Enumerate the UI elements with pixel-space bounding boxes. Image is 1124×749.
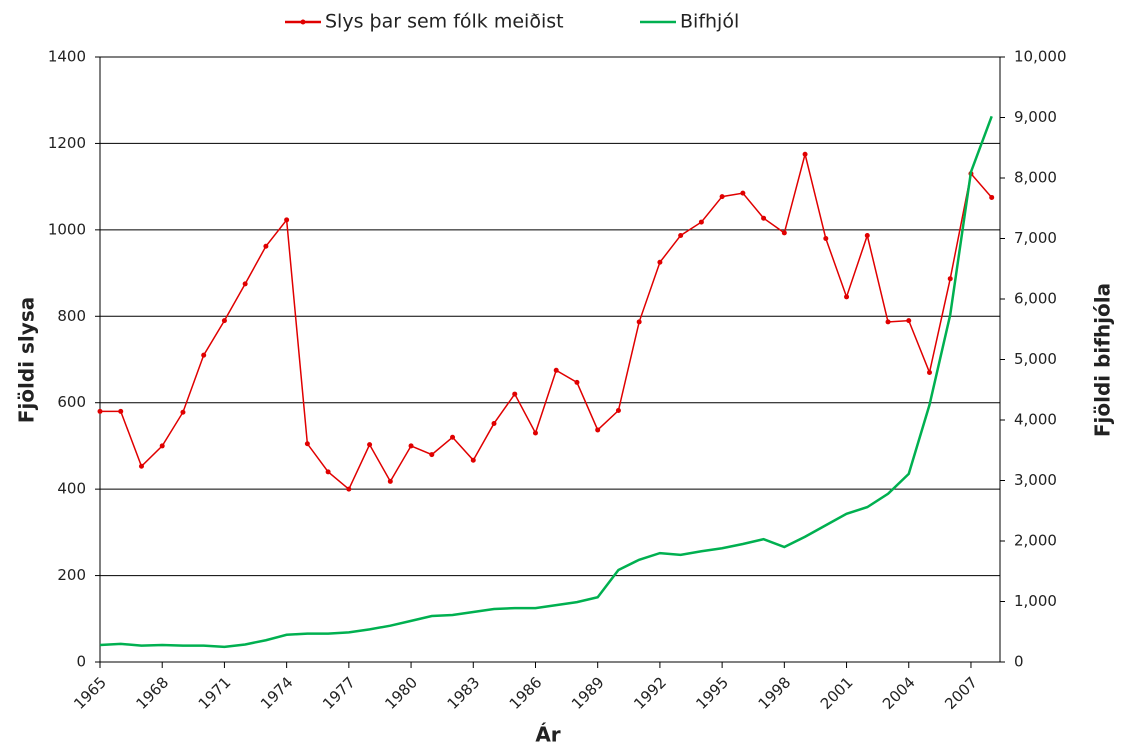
point bbox=[844, 294, 850, 300]
y2-tick-label: 8,000 bbox=[1014, 169, 1057, 187]
y2-tick-label: 0 bbox=[1014, 653, 1024, 671]
point bbox=[429, 452, 435, 458]
y-tick-label: 600 bbox=[57, 393, 86, 411]
legend-label: Slys þar sem fólk meiðist bbox=[325, 11, 564, 33]
x-tick-label: 1995 bbox=[692, 673, 732, 713]
x-tick-label: 1983 bbox=[444, 673, 484, 713]
point bbox=[387, 478, 393, 484]
x-tick-label: 1986 bbox=[506, 673, 546, 713]
point bbox=[864, 232, 870, 238]
point bbox=[947, 276, 953, 282]
point bbox=[719, 194, 725, 200]
point bbox=[408, 443, 414, 449]
point bbox=[823, 236, 829, 241]
point bbox=[781, 230, 787, 236]
point bbox=[885, 319, 891, 325]
y2-axis-title: Fjöldi bifhjóla bbox=[1091, 283, 1115, 437]
x-tick-label: 1965 bbox=[70, 673, 110, 713]
x-tick-label: 1992 bbox=[630, 673, 670, 713]
point bbox=[118, 408, 124, 414]
legend-label: Bifhjól bbox=[680, 11, 739, 33]
y-tick-label: 0 bbox=[76, 653, 86, 671]
y2-tick-label: 5,000 bbox=[1014, 350, 1057, 368]
point bbox=[242, 281, 248, 287]
x-tick-label: 2004 bbox=[879, 673, 919, 713]
y2-tick-label: 2,000 bbox=[1014, 532, 1057, 550]
x-tick-label: 2001 bbox=[817, 673, 857, 713]
point bbox=[304, 441, 310, 447]
x-tick-label: 1977 bbox=[319, 673, 359, 713]
point bbox=[595, 427, 601, 433]
x-tick-label: 2007 bbox=[941, 673, 981, 713]
y-tick-label: 800 bbox=[57, 307, 86, 325]
point bbox=[698, 219, 704, 225]
y2-tick-label: 1,000 bbox=[1014, 592, 1057, 610]
point bbox=[491, 420, 497, 426]
point bbox=[906, 318, 912, 324]
point bbox=[512, 391, 518, 397]
y-axis-title: Fjöldi slysa bbox=[15, 297, 39, 423]
x-tick-label: 1998 bbox=[755, 673, 795, 713]
point bbox=[159, 443, 165, 449]
y2-tick-label: 7,000 bbox=[1014, 229, 1057, 247]
point bbox=[180, 409, 186, 415]
y-tick-label: 1000 bbox=[48, 220, 86, 238]
point bbox=[574, 379, 580, 385]
point bbox=[221, 318, 227, 324]
point bbox=[740, 190, 746, 196]
y-tick-label: 200 bbox=[57, 566, 86, 584]
series-line bbox=[99, 115, 993, 649]
point bbox=[989, 194, 995, 200]
point bbox=[532, 430, 538, 436]
point bbox=[138, 463, 144, 469]
point bbox=[657, 259, 663, 265]
point bbox=[615, 407, 621, 413]
point bbox=[346, 486, 352, 492]
point bbox=[553, 367, 559, 373]
x-tick-label: 1971 bbox=[195, 673, 235, 713]
x-tick-label: 1980 bbox=[381, 673, 421, 713]
x-tick-label: 1968 bbox=[132, 673, 172, 713]
x-tick-label: 1974 bbox=[257, 673, 297, 713]
point bbox=[926, 369, 932, 375]
point bbox=[97, 408, 103, 414]
y2-tick-label: 4,000 bbox=[1014, 411, 1057, 429]
y-tick-label: 1400 bbox=[48, 48, 86, 66]
x-axis-title: Ár bbox=[535, 723, 560, 747]
point bbox=[284, 217, 290, 223]
point bbox=[636, 319, 642, 325]
point bbox=[470, 457, 476, 463]
point bbox=[325, 469, 331, 475]
point bbox=[201, 352, 207, 358]
point bbox=[678, 232, 684, 238]
point bbox=[802, 151, 808, 157]
y2-tick-label: 6,000 bbox=[1014, 290, 1057, 308]
y-tick-label: 1200 bbox=[48, 134, 86, 152]
point bbox=[367, 442, 373, 448]
y-tick-label: 400 bbox=[57, 480, 86, 498]
point bbox=[761, 215, 767, 221]
x-tick-label: 1989 bbox=[568, 673, 608, 713]
y2-tick-label: 9,000 bbox=[1014, 108, 1057, 126]
y2-tick-label: 10,000 bbox=[1014, 48, 1067, 66]
point bbox=[450, 434, 456, 440]
point bbox=[263, 243, 269, 249]
legend-marker bbox=[300, 19, 306, 25]
series-line bbox=[100, 154, 993, 491]
y2-tick-label: 3,000 bbox=[1014, 471, 1057, 489]
